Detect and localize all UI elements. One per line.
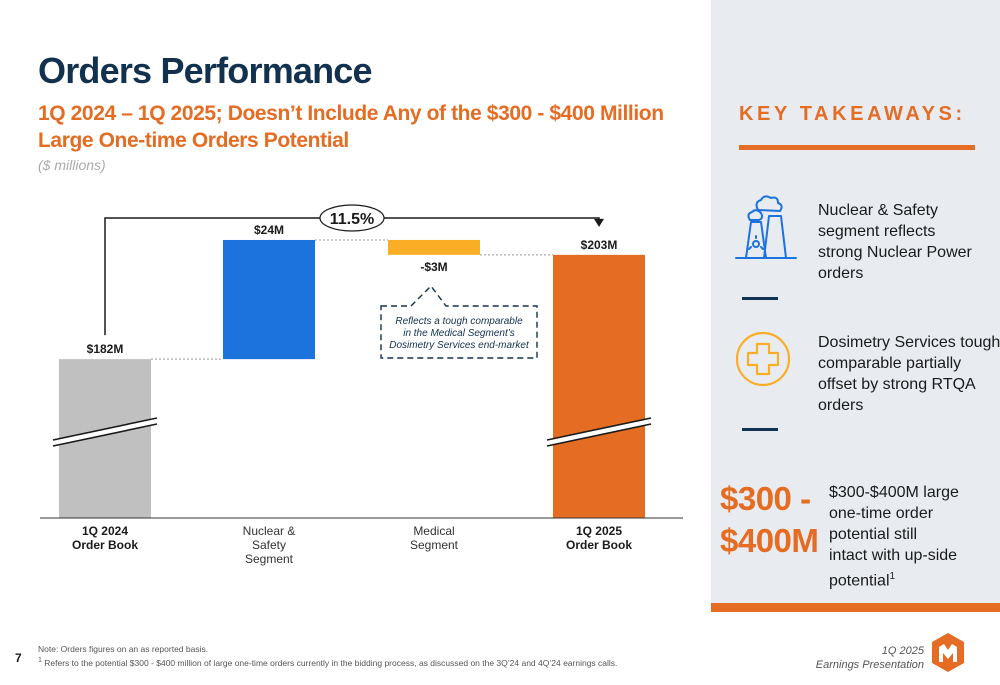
category-label-3: Medical Segment (410, 524, 459, 552)
axis-break-line (546, 417, 652, 441)
takeaway-2-text: Dosimetry Services tough comparable parti… (818, 332, 1000, 416)
bar-2 (223, 239, 315, 360)
growth-badge (319, 204, 385, 232)
nuclear-plant-icon (735, 195, 797, 259)
key-takeaways-title: KEY TAKEAWAYS: (739, 103, 966, 125)
company-logo-icon (932, 633, 964, 672)
data-label-3: -$3M (420, 260, 447, 274)
key-takeaways-panel (711, 0, 1000, 612)
page-number: 7 (15, 651, 22, 665)
takeaway-divider-1 (742, 297, 778, 300)
growth-label: 11.5% (330, 211, 374, 228)
axis-break-gap (547, 418, 651, 446)
takeaway-divider-2 (742, 428, 778, 431)
panel-bottom-rule (711, 603, 1000, 612)
deck-period: 1Q 2025 (881, 645, 924, 657)
category-label-1: 1Q 2024 Order Book (72, 524, 138, 552)
category-label-2: Nuclear & Safety Segment (243, 524, 296, 566)
category-label-4: 1Q 2025 Order Book (566, 524, 632, 552)
large-orders-body: $300-$400M large one-time order potential … (829, 484, 959, 590)
footnote-mark: 1 (38, 657, 42, 664)
page-title: Orders Performance (38, 50, 373, 91)
data-label-4: $203M (581, 238, 618, 252)
deck-label: 1Q 2025 Earnings Presentation (816, 644, 924, 672)
takeaway-1-text: Nuclear & Safety segment reflects strong N… (818, 200, 972, 284)
deck-name: Earnings Presentation (815, 659, 924, 671)
large-orders-text: $300-$400M large one-time order potential … (829, 482, 959, 591)
takeaway-1-body: Nuclear & Safety segment reflects strong N… (818, 202, 972, 282)
footnote-1-text: Refers to the potential $300 - $400 mill… (41, 657, 618, 668)
axis-break-line (546, 423, 652, 447)
takeaway-2-body: Dosimetry Services tough comparable parti… (818, 334, 1000, 414)
axis-break-line (52, 423, 158, 447)
data-label-1: $182M (87, 342, 124, 356)
annotation-text: Reflects a tough comparable in the Medica… (389, 316, 530, 351)
growth-arrowhead (594, 218, 604, 227)
units-label: ($ millions) (38, 157, 106, 173)
page-subtitle: 1Q 2024 – 1Q 2025; Doesn’t Include Any o… (38, 102, 664, 152)
orders-waterfall-chart: $182M 1Q 2024 Order Book $24M Nuclear & Safet… (40, 204, 683, 566)
annotation-callout (380, 284, 538, 359)
axis-break-line (52, 417, 158, 441)
bar-3 (388, 239, 480, 255)
axis-break-gap (53, 418, 157, 446)
footnote-1: 1 Refers to the potential $300 - $400 mi… (38, 655, 617, 669)
large-orders-value: $300 - $400M (720, 480, 819, 559)
footnote-reference: 1 (889, 571, 896, 582)
footnote-block: Note: Orders figures on an as reported b… (38, 643, 617, 669)
data-label-2: $24M (254, 223, 284, 237)
footnote-note: Note: Orders figures on an as reported b… (38, 644, 209, 654)
bar-4 (553, 254, 645, 518)
medical-cross-icon (735, 331, 791, 387)
key-takeaways-rule (739, 145, 975, 150)
